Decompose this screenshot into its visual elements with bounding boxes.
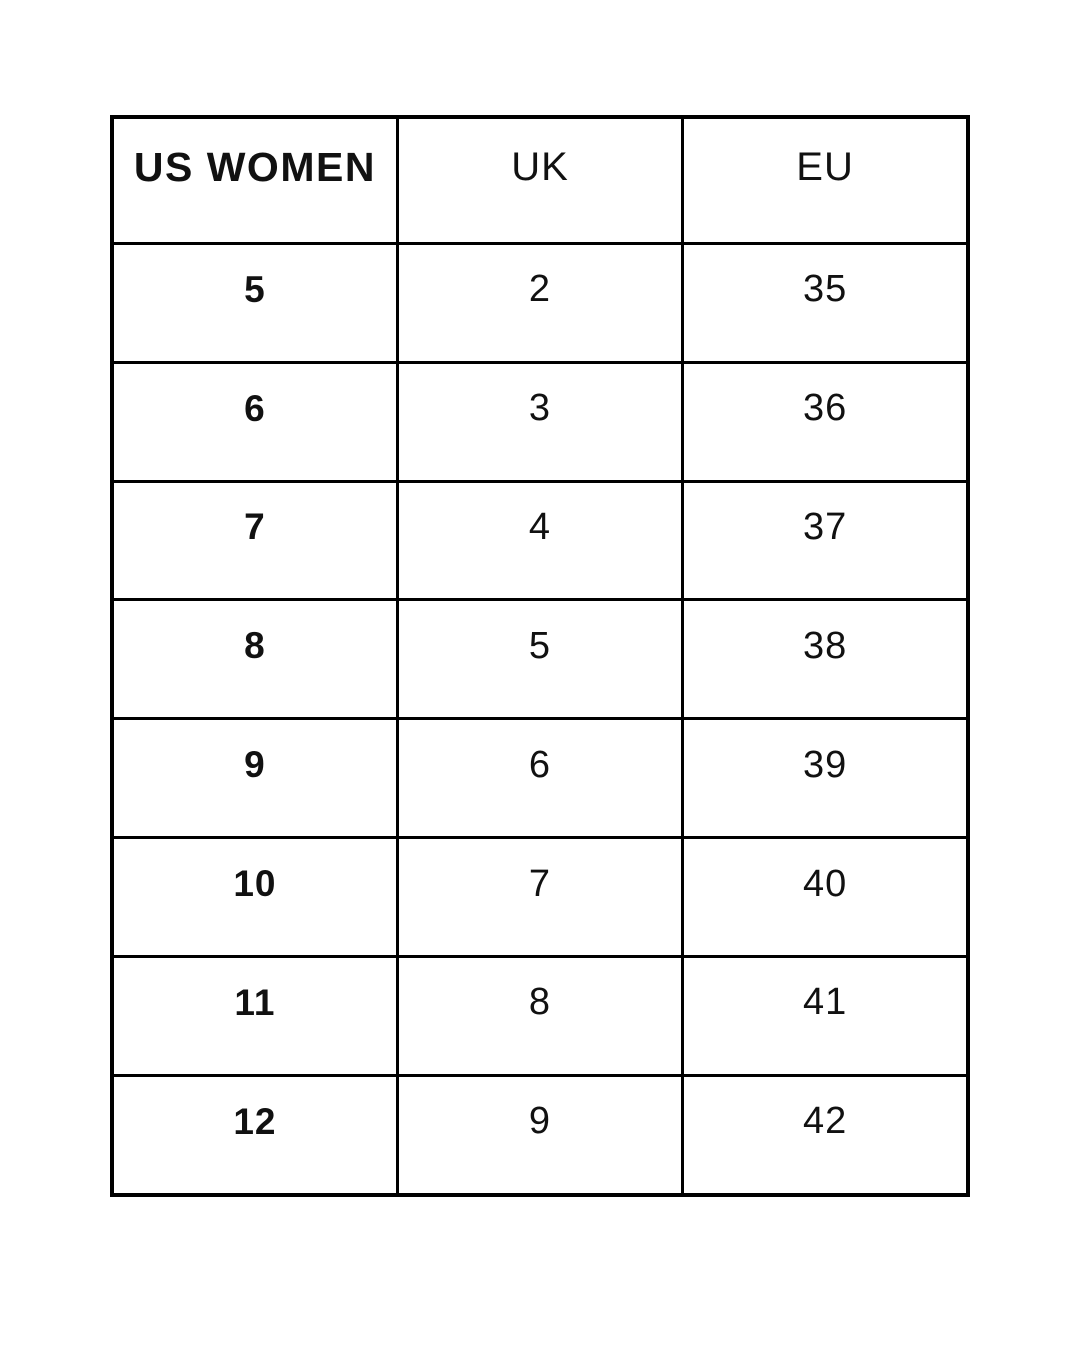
table-row: 6 3 36: [109, 360, 971, 483]
cell-us-size: 10: [109, 836, 399, 958]
cell-us-size: 11: [109, 954, 399, 1077]
cell-eu-size: 35: [681, 241, 971, 364]
cell-eu-size: 40: [681, 836, 971, 958]
header-cell-eu: EU: [681, 114, 971, 245]
table-row: 11 8 41: [109, 954, 971, 1077]
cell-uk-size: 3: [395, 360, 685, 483]
header-cell-uk: UK: [395, 114, 685, 245]
table-row: 5 2 35: [109, 241, 971, 364]
cell-uk-size: 2: [395, 241, 685, 364]
header-row: US WOMEN UK EU: [109, 114, 971, 245]
table-row: 9 6 39: [109, 717, 971, 840]
cell-us-size: 6: [109, 360, 399, 483]
table-row: 12 9 42: [109, 1073, 971, 1197]
table-row: 10 7 40: [109, 836, 971, 958]
cell-eu-size: 36: [681, 360, 971, 483]
cell-eu-size: 42: [681, 1073, 971, 1197]
cell-uk-size: 5: [395, 598, 685, 721]
cell-eu-size: 39: [681, 717, 971, 840]
cell-us-size: 8: [109, 598, 399, 721]
cell-eu-size: 38: [681, 598, 971, 721]
cell-us-size: 9: [109, 717, 399, 840]
cell-us-size: 12: [109, 1073, 399, 1197]
cell-us-size: 7: [109, 479, 399, 602]
cell-uk-size: 4: [395, 479, 685, 602]
cell-eu-size: 41: [681, 954, 971, 1077]
cell-uk-size: 7: [395, 836, 685, 958]
size-conversion-table: US WOMEN UK EU 5 2 35 6 3 36 7 4 37 8 5: [109, 114, 971, 1197]
cell-eu-size: 37: [681, 479, 971, 602]
cell-uk-size: 8: [395, 954, 685, 1077]
table-row: 7 4 37: [109, 479, 971, 602]
cell-uk-size: 9: [395, 1073, 685, 1197]
table-row: 8 5 38: [109, 598, 971, 721]
cell-uk-size: 6: [395, 717, 685, 840]
cell-us-size: 5: [109, 241, 399, 364]
header-cell-us-women: US WOMEN: [109, 114, 399, 245]
